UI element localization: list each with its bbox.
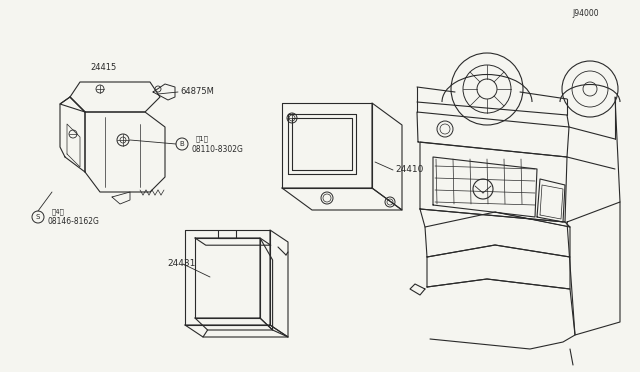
Text: 64875M: 64875M [180, 87, 214, 96]
Text: （1）: （1） [196, 136, 209, 142]
Text: 08146-8162G: 08146-8162G [48, 218, 100, 227]
Text: 24410: 24410 [395, 166, 424, 174]
Text: J94000: J94000 [572, 10, 598, 19]
Text: （4）: （4） [52, 209, 65, 215]
Text: S: S [36, 214, 40, 220]
Text: 08110-8302G: 08110-8302G [192, 144, 244, 154]
Text: B: B [180, 141, 184, 147]
Text: 24415: 24415 [90, 62, 116, 71]
Text: 24431: 24431 [167, 260, 195, 269]
